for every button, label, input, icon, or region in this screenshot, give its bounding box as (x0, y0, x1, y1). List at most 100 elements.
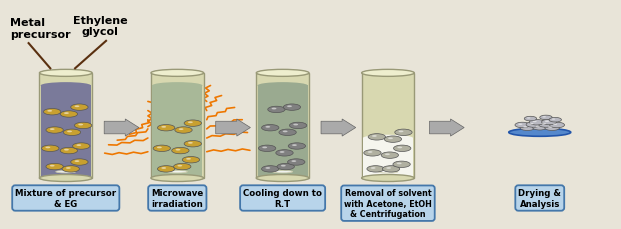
Circle shape (527, 118, 530, 119)
Circle shape (549, 118, 561, 123)
Circle shape (529, 123, 533, 125)
Circle shape (283, 104, 301, 111)
Circle shape (397, 147, 402, 149)
Ellipse shape (378, 171, 398, 173)
Ellipse shape (256, 175, 309, 182)
Circle shape (542, 123, 546, 125)
Circle shape (64, 113, 69, 114)
Circle shape (67, 131, 72, 133)
Circle shape (279, 130, 296, 136)
Ellipse shape (273, 171, 292, 173)
Circle shape (271, 108, 276, 110)
Circle shape (399, 131, 404, 133)
Text: Mixture of precursor
& EG: Mixture of precursor & EG (16, 188, 116, 208)
Bar (151, 74, 204, 178)
Text: Cooling down to
R.T: Cooling down to R.T (243, 188, 322, 208)
Bar (363, 138, 413, 178)
Circle shape (153, 145, 171, 152)
Circle shape (545, 125, 560, 131)
Ellipse shape (363, 135, 413, 142)
Circle shape (532, 121, 537, 123)
Circle shape (529, 120, 544, 125)
Circle shape (71, 159, 88, 166)
Circle shape (293, 124, 298, 126)
Ellipse shape (41, 83, 91, 89)
Text: Removal of solvent
with Acetone, EtOH
& Centrifugation: Removal of solvent with Acetone, EtOH & … (344, 188, 432, 218)
Circle shape (182, 157, 199, 163)
Bar (152, 86, 202, 178)
Circle shape (540, 116, 552, 120)
Circle shape (261, 125, 279, 131)
Circle shape (526, 122, 541, 128)
Circle shape (385, 154, 390, 155)
Bar (258, 86, 308, 178)
Circle shape (50, 129, 55, 131)
Circle shape (172, 148, 189, 154)
Circle shape (178, 165, 182, 167)
Circle shape (288, 159, 305, 166)
Text: Metal
precursor: Metal precursor (10, 18, 71, 39)
Circle shape (368, 134, 386, 140)
Circle shape (552, 119, 555, 120)
Ellipse shape (167, 171, 188, 173)
Circle shape (60, 148, 78, 154)
Circle shape (532, 125, 547, 131)
Circle shape (268, 107, 285, 113)
Circle shape (47, 110, 52, 112)
Circle shape (184, 141, 201, 147)
Circle shape (176, 149, 181, 151)
Circle shape (188, 142, 193, 144)
Ellipse shape (151, 175, 204, 182)
Circle shape (289, 123, 307, 129)
Circle shape (261, 166, 279, 172)
Circle shape (158, 166, 175, 172)
Circle shape (50, 165, 55, 167)
Circle shape (175, 127, 192, 134)
Circle shape (283, 131, 288, 133)
Circle shape (45, 147, 50, 149)
Circle shape (64, 149, 69, 151)
Text: Microwave
irradiation: Microwave irradiation (151, 188, 204, 208)
Circle shape (78, 124, 83, 126)
Circle shape (367, 166, 384, 172)
Text: Ethylene
glycol: Ethylene glycol (73, 16, 127, 37)
Circle shape (174, 164, 191, 170)
Circle shape (383, 166, 400, 172)
Circle shape (519, 124, 522, 125)
Circle shape (520, 125, 535, 131)
Ellipse shape (361, 70, 414, 77)
Circle shape (393, 161, 410, 168)
Circle shape (553, 124, 557, 125)
Circle shape (66, 167, 71, 169)
Circle shape (368, 151, 373, 153)
FancyArrow shape (104, 120, 139, 136)
Circle shape (75, 106, 79, 108)
Bar (361, 74, 414, 178)
Circle shape (545, 121, 549, 123)
Circle shape (394, 145, 411, 152)
Circle shape (62, 166, 79, 172)
Circle shape (542, 120, 556, 125)
Ellipse shape (152, 83, 202, 89)
Circle shape (386, 167, 391, 169)
Circle shape (397, 163, 402, 165)
Ellipse shape (56, 171, 76, 173)
Circle shape (281, 165, 286, 167)
FancyArrow shape (215, 120, 250, 136)
Bar (40, 74, 92, 178)
Circle shape (265, 167, 270, 169)
Circle shape (372, 136, 377, 137)
Circle shape (279, 151, 284, 153)
Circle shape (384, 136, 402, 143)
FancyArrow shape (430, 120, 464, 136)
Circle shape (515, 123, 530, 128)
Circle shape (157, 147, 162, 149)
Circle shape (262, 147, 267, 149)
Circle shape (161, 167, 166, 169)
Circle shape (371, 167, 376, 169)
Circle shape (76, 144, 81, 146)
Circle shape (277, 164, 294, 170)
Circle shape (381, 152, 399, 159)
Circle shape (550, 123, 564, 128)
Circle shape (258, 145, 276, 152)
